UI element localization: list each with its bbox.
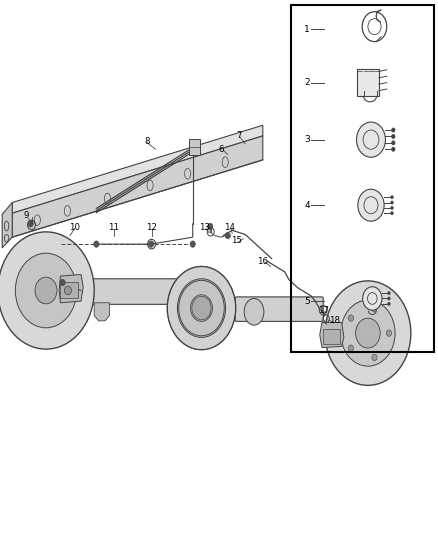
Polygon shape bbox=[2, 203, 12, 248]
Text: 10: 10 bbox=[69, 223, 80, 232]
Polygon shape bbox=[94, 303, 110, 321]
Polygon shape bbox=[12, 125, 263, 213]
Text: 5: 5 bbox=[304, 297, 310, 305]
Text: 2: 2 bbox=[304, 78, 310, 87]
Circle shape bbox=[391, 196, 393, 199]
FancyBboxPatch shape bbox=[60, 282, 78, 298]
Ellipse shape bbox=[244, 298, 264, 325]
Circle shape bbox=[388, 292, 390, 295]
Circle shape bbox=[363, 287, 382, 310]
Polygon shape bbox=[320, 322, 344, 348]
Circle shape bbox=[392, 128, 395, 132]
Text: 1: 1 bbox=[304, 25, 310, 34]
Text: 7: 7 bbox=[236, 132, 241, 140]
Circle shape bbox=[190, 241, 195, 247]
FancyBboxPatch shape bbox=[189, 139, 200, 155]
Ellipse shape bbox=[175, 282, 228, 334]
Text: 4: 4 bbox=[304, 201, 310, 209]
Polygon shape bbox=[12, 136, 263, 237]
Circle shape bbox=[348, 315, 353, 321]
Circle shape bbox=[35, 277, 57, 304]
Circle shape bbox=[167, 266, 236, 350]
Circle shape bbox=[356, 318, 380, 348]
Circle shape bbox=[392, 141, 395, 145]
Circle shape bbox=[391, 201, 393, 204]
Circle shape bbox=[358, 189, 384, 221]
Circle shape bbox=[191, 295, 212, 321]
Circle shape bbox=[60, 279, 65, 286]
Circle shape bbox=[372, 354, 377, 361]
Circle shape bbox=[325, 281, 411, 385]
Circle shape bbox=[0, 232, 94, 349]
Circle shape bbox=[208, 223, 213, 230]
Text: 15: 15 bbox=[231, 237, 242, 245]
Circle shape bbox=[167, 266, 236, 350]
Text: 8: 8 bbox=[144, 137, 149, 146]
Text: 11: 11 bbox=[108, 223, 120, 232]
Circle shape bbox=[15, 253, 77, 328]
Circle shape bbox=[148, 241, 154, 247]
Circle shape bbox=[177, 279, 226, 337]
FancyBboxPatch shape bbox=[80, 279, 187, 304]
Circle shape bbox=[391, 212, 393, 215]
Circle shape bbox=[341, 300, 395, 366]
Text: 13: 13 bbox=[199, 223, 211, 232]
Circle shape bbox=[179, 280, 224, 336]
FancyBboxPatch shape bbox=[235, 297, 323, 321]
Circle shape bbox=[225, 232, 230, 239]
Circle shape bbox=[357, 122, 385, 157]
Circle shape bbox=[388, 297, 390, 300]
Text: 16: 16 bbox=[257, 257, 268, 265]
Circle shape bbox=[392, 147, 395, 151]
Circle shape bbox=[192, 296, 211, 320]
Text: 14: 14 bbox=[223, 223, 235, 232]
Circle shape bbox=[348, 345, 353, 351]
Text: 17: 17 bbox=[318, 306, 329, 314]
FancyBboxPatch shape bbox=[323, 329, 340, 344]
Text: 9: 9 bbox=[24, 212, 29, 220]
Text: 12: 12 bbox=[145, 223, 157, 232]
Circle shape bbox=[28, 221, 33, 227]
Circle shape bbox=[388, 302, 390, 305]
Circle shape bbox=[64, 286, 71, 295]
Circle shape bbox=[372, 305, 377, 312]
Circle shape bbox=[94, 241, 99, 247]
Circle shape bbox=[391, 206, 393, 209]
Text: 3: 3 bbox=[304, 135, 310, 144]
Text: 6: 6 bbox=[219, 145, 224, 154]
Circle shape bbox=[386, 330, 392, 336]
Circle shape bbox=[392, 134, 395, 139]
FancyBboxPatch shape bbox=[357, 69, 379, 96]
Text: 18: 18 bbox=[328, 317, 340, 325]
Polygon shape bbox=[59, 274, 83, 303]
